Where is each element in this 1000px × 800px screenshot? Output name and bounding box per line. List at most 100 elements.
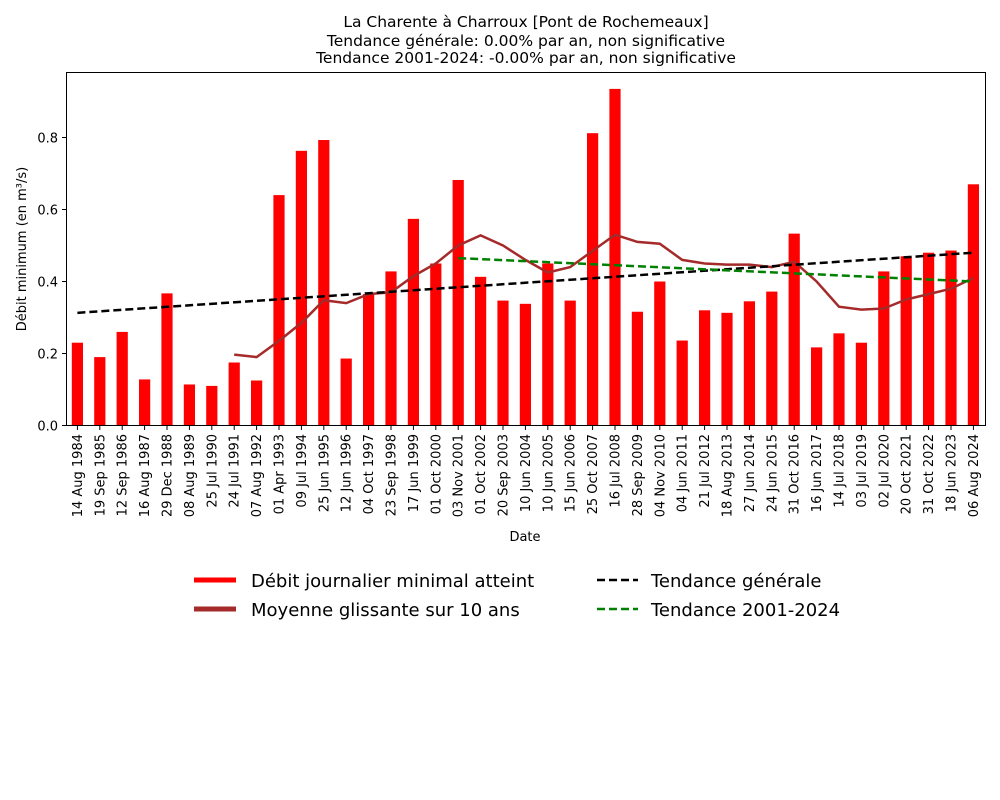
- bar: [766, 291, 778, 426]
- x-tick-label: 17 Jun 1999: [407, 434, 422, 512]
- bar: [295, 150, 307, 426]
- rolling-mean-line: [234, 233, 974, 359]
- plot-frame: [66, 72, 986, 426]
- x-tick-label: 02 Jul 2020: [877, 434, 892, 508]
- bar: [811, 347, 823, 426]
- x-tick-label: 04 Jun 2011: [676, 434, 691, 512]
- bar: [967, 184, 979, 426]
- x-tick-label: 25 Jun 1995: [317, 434, 332, 512]
- bar: [94, 357, 106, 426]
- x-tick-label: 21 Jul 2012: [698, 434, 713, 508]
- bar: [743, 301, 755, 426]
- x-tick-label: 01 Oct 2002: [474, 434, 489, 514]
- bar: [363, 294, 375, 426]
- y-axis-label: Débit minimum (en m³/s): [15, 167, 30, 331]
- bar: [228, 362, 240, 426]
- trend-recent-line: [458, 256, 974, 283]
- x-tick-label: 29 Dec 1988: [161, 434, 176, 517]
- bar: [721, 312, 733, 426]
- x-tick-label: 28 Sep 2009: [631, 434, 646, 516]
- x-tick-label: 01 Apr 1993: [273, 434, 288, 514]
- y-tick-label: 0.6: [37, 204, 58, 219]
- x-tick-label: 12 Sep 1986: [116, 434, 131, 516]
- bar: [340, 358, 352, 426]
- bar: [945, 250, 957, 426]
- bar: [788, 233, 800, 426]
- legend-label-rolling: Moyenne glissante sur 10 ans: [251, 600, 520, 621]
- x-tick-label: 19 Sep 1985: [93, 434, 108, 516]
- bar: [833, 333, 845, 426]
- bar: [430, 263, 442, 426]
- x-tick-label: 15 Jun 2006: [564, 434, 579, 512]
- chart-title-line-2: Tendance générale: 0.00% par an, non sig…: [326, 32, 725, 50]
- x-tick-label: 06 Aug 2024: [967, 434, 982, 517]
- x-tick-label: 24 Jun 2015: [765, 434, 780, 512]
- x-tick-label: 27 Jun 2014: [743, 434, 758, 512]
- lines-group: [77, 233, 974, 359]
- chart-title-line-3: Tendance 2001-2024: -0.00% par an, non s…: [315, 49, 736, 67]
- x-tick-label: 14 Jul 2018: [833, 434, 848, 508]
- bar: [206, 385, 218, 426]
- bar: [273, 195, 285, 426]
- bar: [631, 311, 643, 426]
- bar: [385, 271, 397, 426]
- bar: [183, 384, 195, 426]
- bar: [139, 379, 151, 426]
- x-tick-label: 08 Aug 1989: [183, 434, 198, 517]
- x-tick-label: 07 Aug 1992: [250, 434, 265, 517]
- x-axis: 14 Aug 1984 19 Sep 1985 12 Sep 1986 16 Aug …: [71, 425, 982, 517]
- bar: [542, 263, 554, 426]
- bar: [519, 303, 531, 426]
- bar: [116, 331, 128, 426]
- x-tick-label: 03 Nov 2001: [452, 434, 467, 517]
- bar: [609, 88, 621, 426]
- y-axis: 0.0 0.2 0.4 0.6 0.8: [37, 132, 67, 435]
- y-tick-label: 0.2: [37, 348, 58, 363]
- legend: Débit journalier minimal atteint Moyenne…: [194, 571, 840, 621]
- x-tick-label: 16 Jul 2008: [609, 434, 624, 508]
- bar: [699, 310, 711, 426]
- bar: [497, 300, 509, 426]
- x-tick-label: 12 Jun 1996: [340, 434, 355, 512]
- y-tick-label: 0.4: [37, 276, 58, 291]
- bar: [71, 342, 83, 426]
- x-tick-label: 16 Aug 1987: [138, 434, 153, 517]
- x-tick-label: 31 Oct 2022: [922, 434, 937, 514]
- x-tick-label: 16 Jun 2017: [810, 434, 825, 512]
- x-axis-label: Date: [509, 530, 540, 545]
- bar: [161, 293, 173, 426]
- x-tick-label: 01 Oct 2000: [429, 434, 444, 514]
- bar: [878, 271, 890, 426]
- x-tick-label: 18 Aug 2013: [721, 434, 736, 517]
- bar: [855, 342, 867, 426]
- bar: [900, 256, 912, 426]
- x-tick-label: 10 Jun 2004: [519, 434, 534, 512]
- x-tick-label: 31 Oct 2016: [788, 434, 803, 514]
- bar: [654, 281, 666, 426]
- x-tick-label: 03 Jul 2019: [855, 434, 870, 508]
- legend-label-trend-recent: Tendance 2001-2024: [650, 600, 840, 621]
- y-tick-label: 0.8: [37, 132, 58, 147]
- bar: [251, 380, 263, 426]
- x-tick-label: 04 Oct 1997: [362, 434, 377, 514]
- x-tick-label: 09 Jul 1994: [295, 434, 310, 508]
- trend-general-line: [77, 251, 974, 315]
- x-tick-label: 25 Jul 1990: [205, 434, 220, 508]
- chart-title-line-1: La Charente à Charroux [Pont de Rochemea…: [343, 13, 708, 31]
- bar: [407, 218, 419, 426]
- x-tick-label: 20 Oct 2021: [900, 434, 915, 514]
- x-tick-label: 24 Jul 1991: [228, 434, 243, 508]
- x-tick-label: 25 Oct 2007: [586, 434, 601, 514]
- x-tick-label: 14 Aug 1984: [71, 434, 86, 517]
- bar: [475, 276, 487, 426]
- bar: [564, 300, 576, 426]
- x-tick-label: 23 Sep 1998: [385, 434, 400, 516]
- x-tick-label: 20 Sep 2003: [497, 434, 512, 516]
- bar: [452, 179, 464, 426]
- bar: [676, 340, 688, 426]
- x-tick-label: 18 Jun 2023: [945, 434, 960, 512]
- bars-group: [71, 88, 979, 426]
- y-tick-label: 0.0: [37, 420, 58, 435]
- x-tick-label: 10 Jun 2005: [541, 434, 556, 512]
